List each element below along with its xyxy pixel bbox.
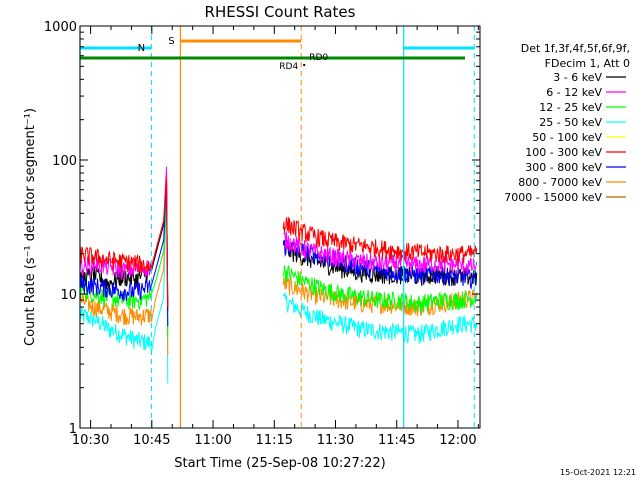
- legend-entry-label: 800 - 7000 keV: [518, 176, 602, 189]
- x-tick-label: 11:15: [256, 433, 293, 448]
- series-line-after: [282, 265, 478, 314]
- legend-entry-label: 300 - 800 keV: [525, 161, 602, 174]
- legend-entry-label: 12 - 25 keV: [539, 101, 602, 114]
- y-tick-label: 100: [52, 154, 77, 169]
- footer-timestamp: 15-Oct-2021 12:21: [560, 468, 636, 477]
- series-line-before: [79, 173, 169, 327]
- series-line-before: [79, 197, 169, 338]
- chart-title: RHESSI Count Rates: [205, 3, 356, 21]
- x-tick-label: 11:45: [378, 433, 415, 448]
- x-axis-label: Start Time (25-Sep-08 10:27:22): [174, 456, 385, 471]
- plot-frame: [79, 25, 481, 429]
- x-tick-label: 10:30: [72, 433, 109, 448]
- x-tick-label: 11:00: [194, 433, 231, 448]
- legend-entry-label: 25 - 50 keV: [539, 116, 602, 129]
- legend: Det 1f,3f,4f,5f,6f,9f, FDecim 1, Att 03 -…: [504, 42, 630, 204]
- series-line-after: [282, 216, 478, 264]
- legend-entry-label: 7000 - 15000 keV: [504, 191, 602, 204]
- legend-header-line: FDecim 1, Att 0: [545, 57, 630, 70]
- night-label: N: [138, 43, 145, 54]
- series-line-before: [79, 184, 169, 384]
- saa-label: S: [168, 36, 174, 47]
- legend-header-line: Det 1f,3f,4f,5f,6f,9f,: [521, 42, 630, 55]
- legend-entry-label: 3 - 6 keV: [553, 71, 602, 84]
- legend-entry-label: 100 - 300 keV: [525, 146, 602, 159]
- x-tick-label: 12:00: [439, 433, 476, 448]
- series-line-after: [282, 239, 477, 290]
- y-tick-label: 1: [69, 422, 77, 437]
- series-line-after: [283, 231, 478, 275]
- overlay-layer: N S RD0 RD4: [79, 26, 475, 428]
- rd0-label: RD0: [309, 53, 328, 63]
- x-tick-label: 10:45: [133, 433, 170, 448]
- legend-entry-label: 6 - 12 keV: [546, 86, 602, 99]
- decimation-marker: [303, 64, 306, 66]
- y-tick-label: 10: [60, 288, 77, 303]
- legend-entry-label: 50 - 100 keV: [532, 131, 602, 144]
- y-tick-label: 1000: [44, 20, 77, 35]
- series-line-after: [282, 292, 478, 344]
- y-axis-label: Count Rate (s⁻¹ detector segment⁻¹): [23, 108, 38, 346]
- series-line-before: [79, 174, 169, 356]
- axes-layer: 10:30 10:45 11:00 11:15 11:30 11:45 12:00 1 10 10…: [44, 20, 480, 448]
- x-tick-label: 11:30: [317, 433, 354, 448]
- series-layer: [79, 166, 478, 384]
- series-line-before: [79, 177, 169, 308]
- rd4-label: RD4: [279, 62, 298, 72]
